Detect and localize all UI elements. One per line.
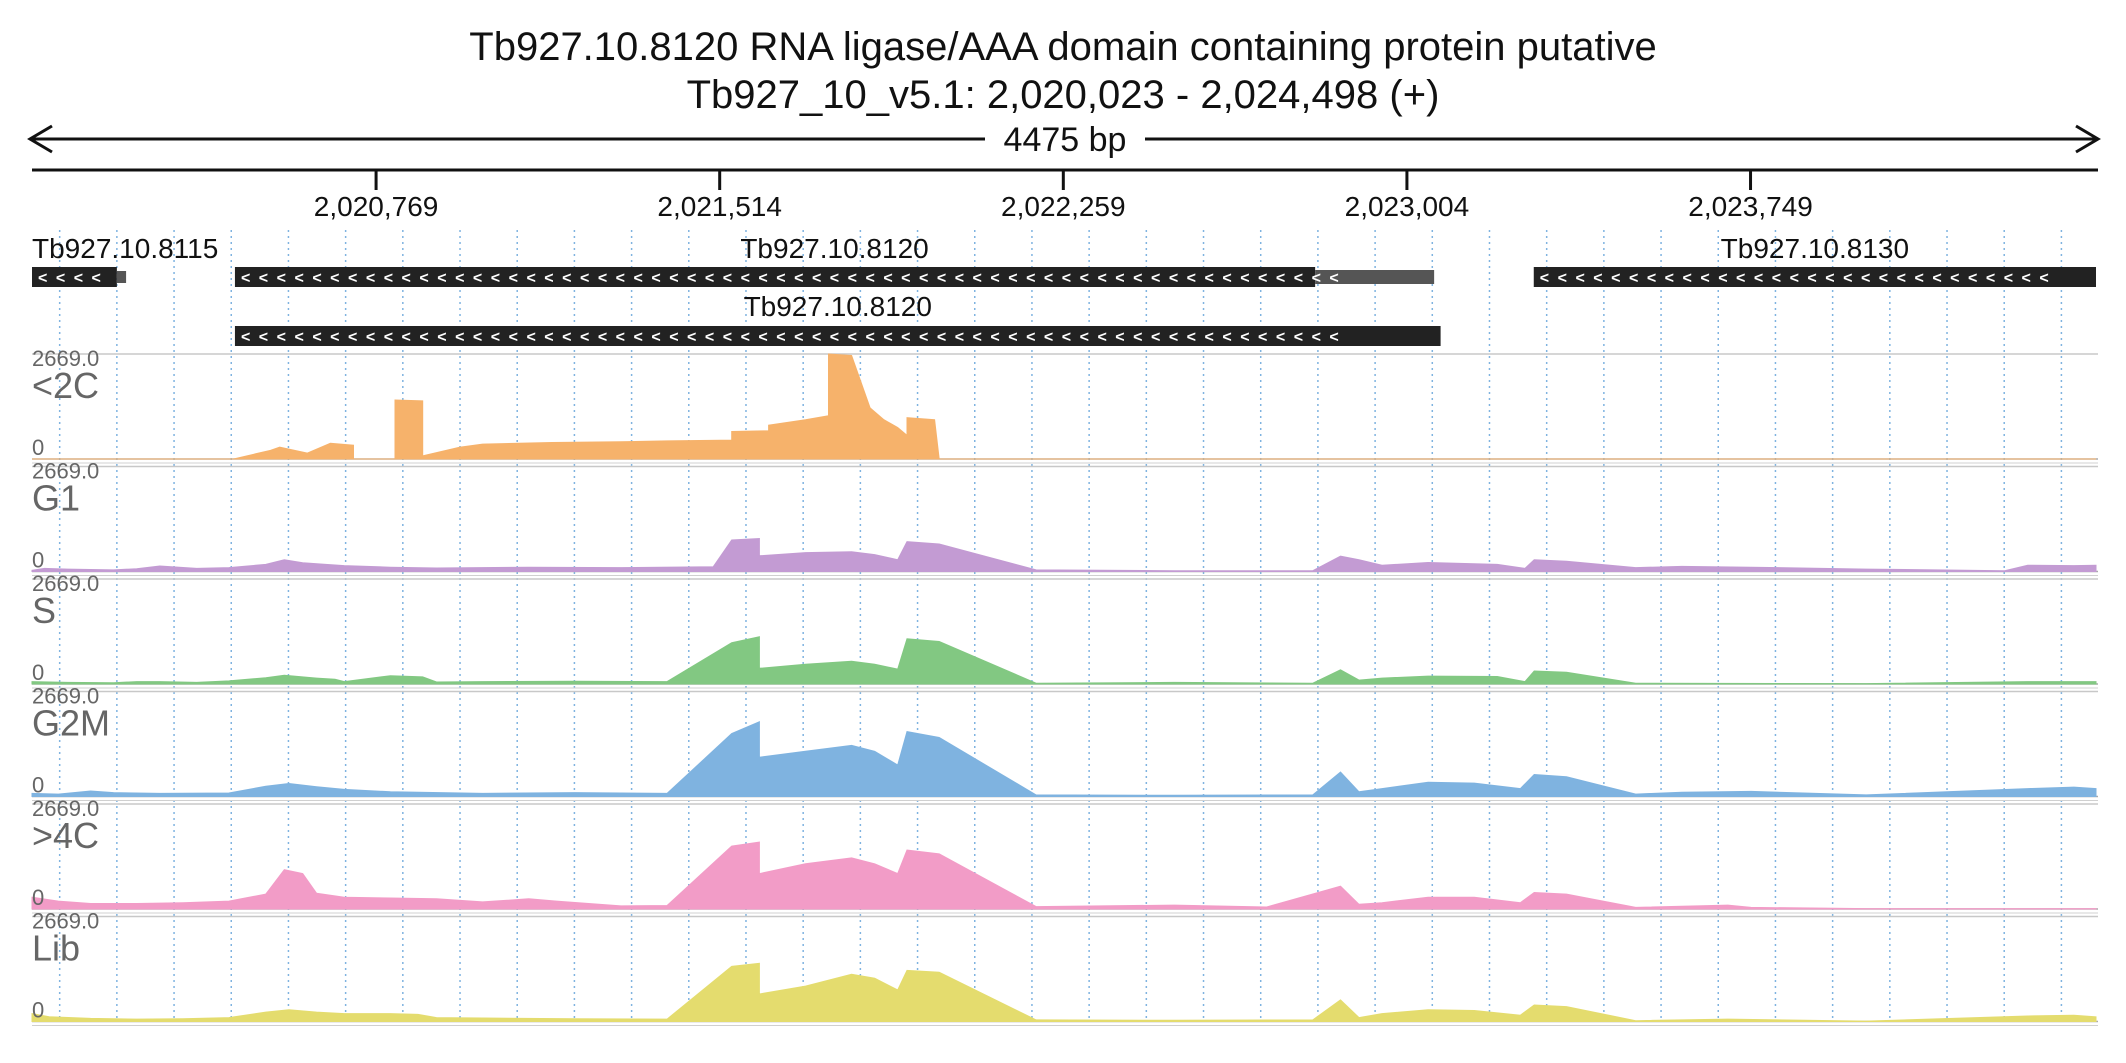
gene-cds-block [1533, 267, 2096, 287]
coverage-tracks: 2669.0<2C02669.0G102669.0S02669.0G2M0266… [31, 346, 2098, 1026]
coverage-track: 2669.0<2C 0 [32, 346, 2098, 464]
track-name: G1 [32, 478, 80, 519]
track-y-max-label: 2669.0 [32, 459, 99, 484]
span-arrowhead-left [27, 124, 53, 154]
gene-feature: <<<< Tb927.10.8115 [32, 233, 218, 287]
coverage-track: 2669.0>4C 0 [31, 796, 2098, 914]
span-indicator: 4475 bp [27, 121, 2101, 159]
coverage-track: 2669.0G1 0 [31, 459, 2098, 576]
gene-label: Tb927.10.8130 [1721, 233, 1909, 264]
track-y-max-label: 2669.0 [32, 909, 99, 934]
gene-strand-arrows: <<<<<<<<<<<<<<<<<<<<<<<<<<<<<<<<<<<<<<<<… [241, 270, 1347, 287]
chart-title-line1: Tb927.10.8120 RNA ligase/AAA domain cont… [469, 25, 1656, 69]
gene-feature: <<<<<<<<<<<<<<<<<<<<<<<<<<<<< Tb927.10.81… [1533, 233, 2096, 287]
track-y-max-label: 2669.0 [32, 571, 99, 596]
coverage-area [31, 636, 2097, 685]
x-tick-label: 2,022,259 [1001, 191, 1126, 222]
gene-feature: <<<<<<<<<<<<<<<<<<<<<<<<<<<<<<<<<<<<<<<<… [234, 291, 1441, 346]
gene-label: Tb927.10.8120 [740, 233, 928, 264]
x-tick-label: 2,020,769 [314, 191, 439, 222]
span-arrowhead-right [2075, 124, 2101, 154]
track-name: S [32, 590, 56, 631]
coverage-area [31, 721, 2097, 797]
gene-strand-arrows: <<<<<<<<<<<<<<<<<<<<<<<<<<<<<<<<<<<<<<<<… [241, 329, 1347, 346]
coverage-area [31, 841, 2097, 910]
track-name: Lib [32, 928, 80, 969]
gene-cds-block [32, 267, 117, 287]
span-label: 4475 bp [1004, 121, 1127, 159]
x-tick-label: 2,023,749 [1688, 191, 1813, 222]
track-name: >4C [32, 815, 99, 856]
track-name: G2M [32, 703, 110, 744]
gene-utr-block [116, 271, 127, 283]
ruler-ticks: 2,020,769 2,021,514 2,022,259 2,023,004 2,02… [314, 170, 1813, 222]
x-tick-label: 2,023,004 [1345, 191, 1470, 222]
track-y-min-label: 0 [32, 773, 44, 798]
track-y-min-label: 0 [32, 885, 44, 910]
gene-label: Tb927.10.8120 [744, 291, 932, 322]
gene-cds-block [234, 326, 1441, 346]
gene-annotation-track: <<<< Tb927.10.8115 <<<<<<<<<<<<<<<<<<<<<<<… [32, 233, 2096, 346]
gene-utr-block [1315, 270, 1435, 284]
gene-feature: <<<<<<<<<<<<<<<<<<<<<<<<<<<<<<<<<<<<<<<<… [234, 233, 1435, 287]
track-y-max-label: 2669.0 [32, 346, 99, 371]
track-y-max-label: 2669.0 [32, 684, 99, 709]
coverage-area [32, 353, 2096, 460]
track-y-max-label: 2669.0 [32, 796, 99, 821]
track-y-min-label: 0 [32, 548, 44, 573]
gene-strand-arrows: <<<<<<<<<<<<<<<<<<<<<<<<<<<<< [1540, 270, 2057, 287]
coverage-area [31, 537, 2097, 572]
gene-strand-arrows: <<<< [38, 270, 109, 287]
track-y-min-label: 0 [32, 998, 44, 1023]
coverage-area [31, 962, 2097, 1022]
x-tick-label: 2,021,514 [657, 191, 782, 222]
track-name: <2C [32, 365, 99, 406]
chart-title-line2: Tb927_10_v5.1: 2,020,023 - 2,024,498 (+) [687, 73, 1440, 117]
gene-label: Tb927.10.8115 [32, 233, 218, 264]
track-y-min-label: 0 [32, 435, 44, 460]
coverage-track: 2669.0S 0 [31, 571, 2098, 689]
track-y-min-label: 0 [32, 660, 44, 685]
gene-cds-block [234, 267, 1316, 287]
